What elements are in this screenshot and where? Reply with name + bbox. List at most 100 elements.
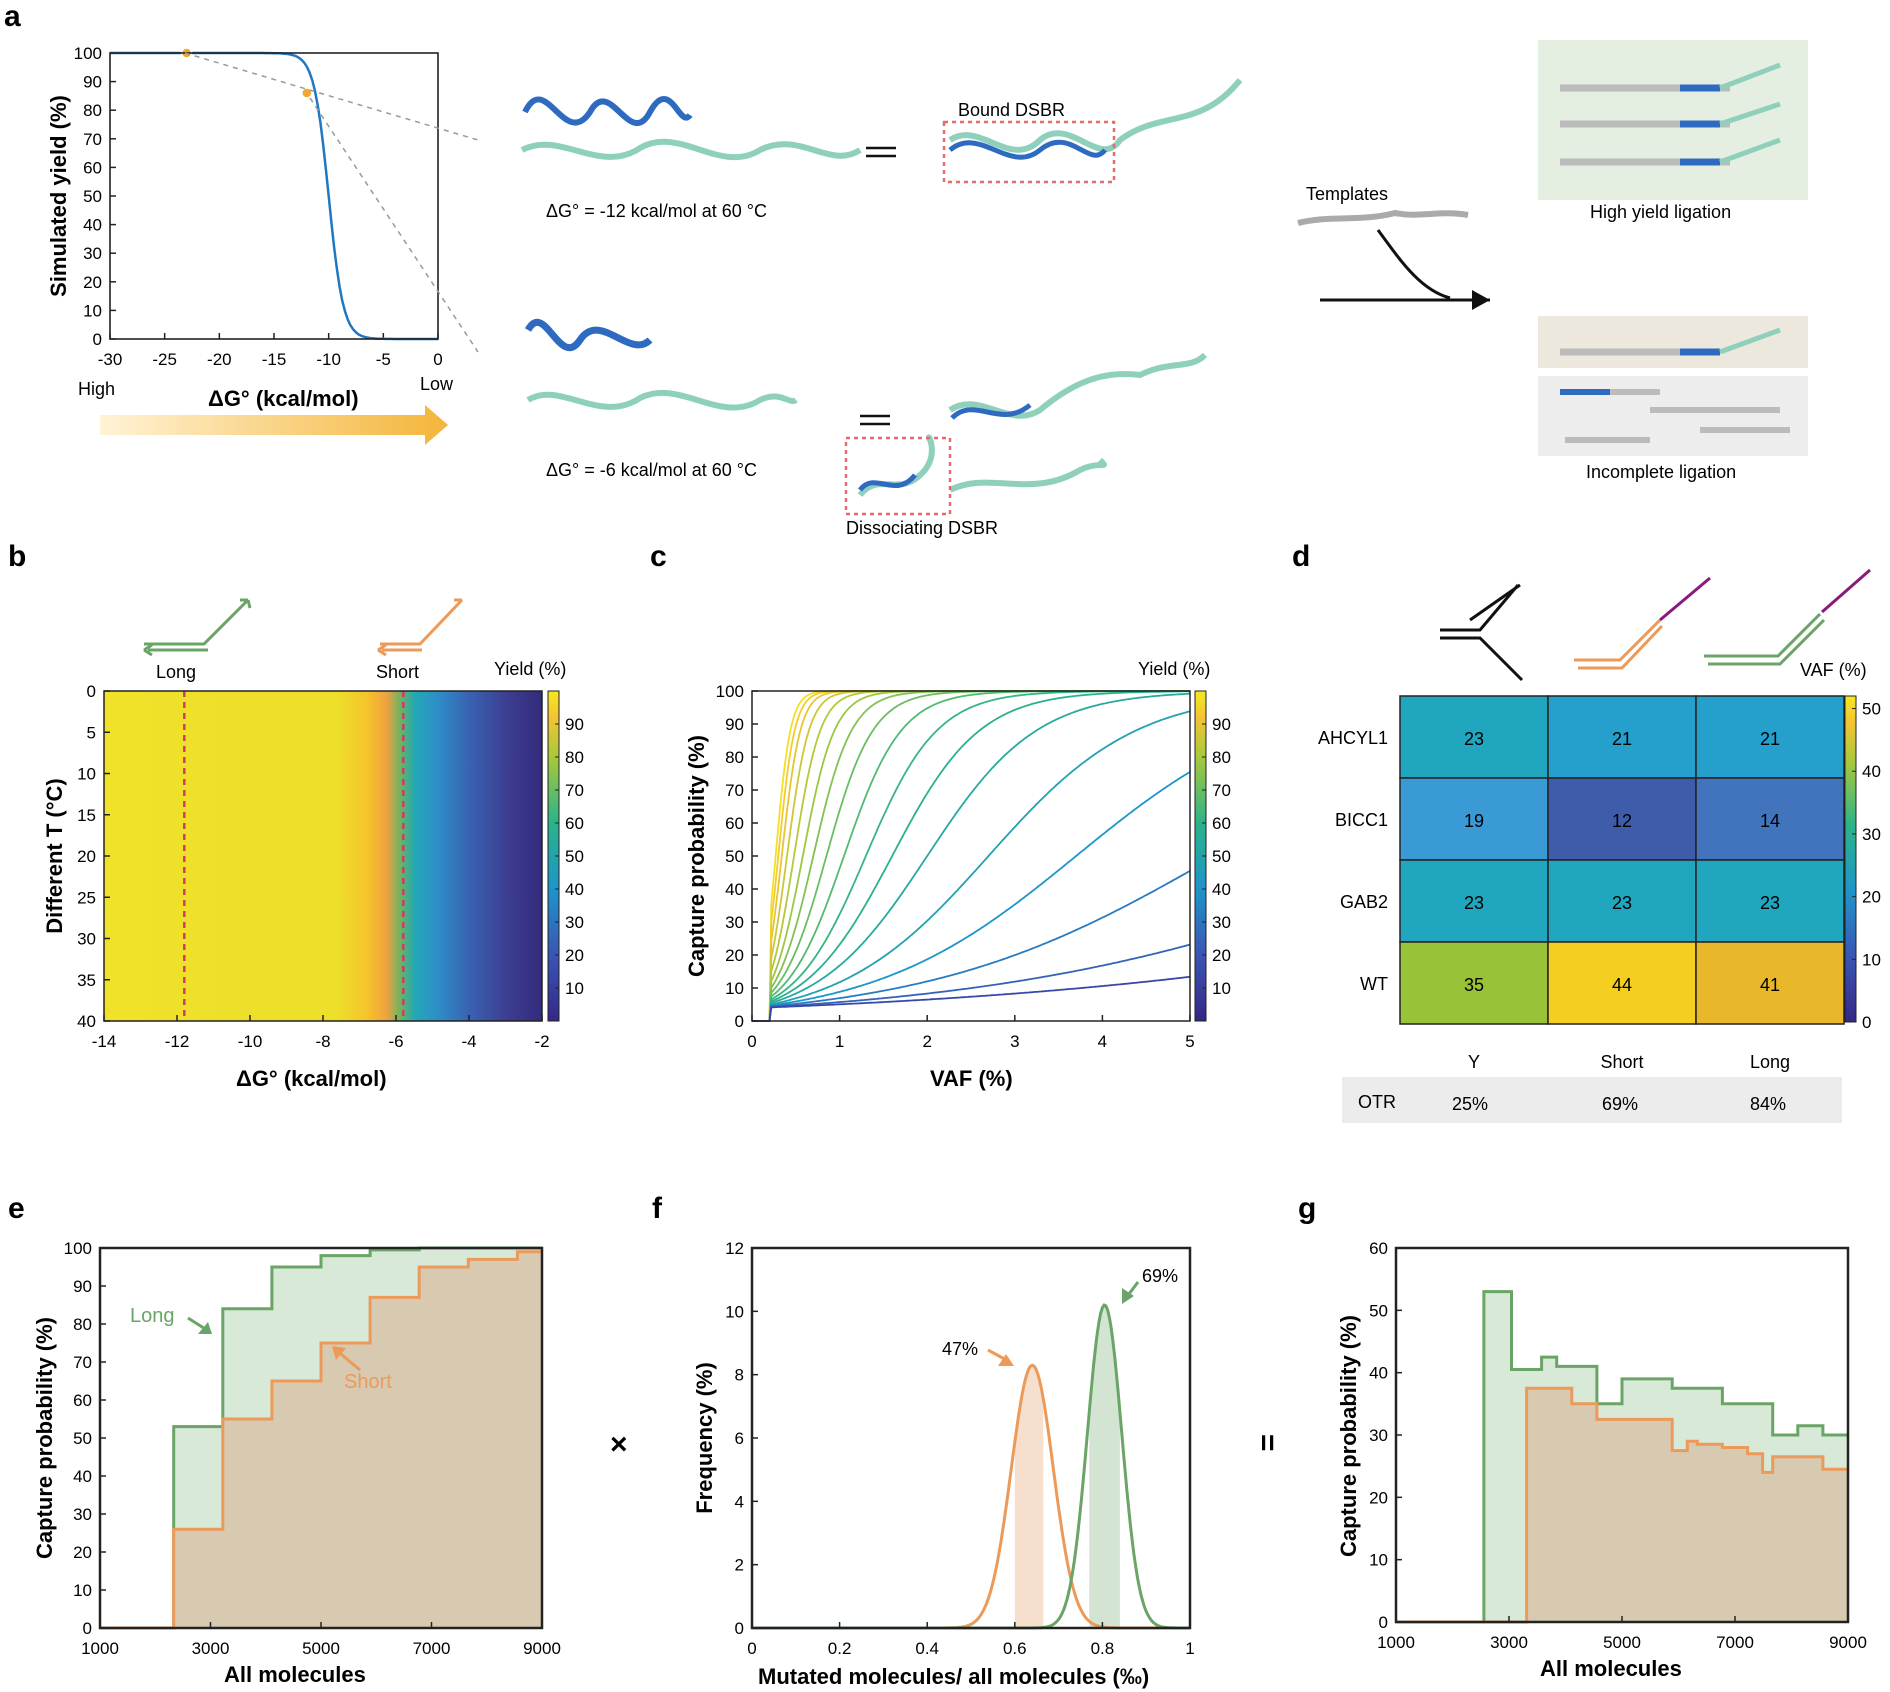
gradient-arrow xyxy=(100,405,448,445)
low-label: Low xyxy=(420,374,454,394)
times-symbol: × xyxy=(610,1428,628,1461)
d-colorbar xyxy=(1844,695,1857,1023)
y-tick-label: 30 xyxy=(77,930,96,949)
dna-strand xyxy=(948,78,1243,153)
panel-label-b: b xyxy=(8,540,26,573)
y-tick-label: 30 xyxy=(725,913,744,932)
y-tick-label: 60 xyxy=(83,158,102,177)
x-tick-label: 1 xyxy=(835,1032,844,1051)
dna-strand xyxy=(522,96,693,126)
cell-value: 14 xyxy=(1760,811,1780,831)
colorbar-tick-label: 80 xyxy=(565,748,584,767)
dg1-label: ΔG° = -12 kcal/mol at 60 °C xyxy=(546,201,767,221)
cell-value: 41 xyxy=(1760,975,1780,995)
a-xlabel: ΔG° (kcal/mol) xyxy=(208,386,359,411)
capture-curve xyxy=(752,690,1190,1022)
long-probe-arrow-icon xyxy=(240,598,252,609)
dna-strand xyxy=(948,352,1208,419)
heat-cell xyxy=(1547,695,1697,779)
capture-curve xyxy=(752,710,1191,1022)
colorbar-tick-label: 60 xyxy=(565,814,584,833)
colorbar-tick-label: 70 xyxy=(1212,781,1231,800)
otr-row xyxy=(1342,1077,1842,1123)
g-xlabel: All molecules xyxy=(1540,1656,1682,1681)
plot-frame xyxy=(750,1246,1192,1630)
equals-symbol: = xyxy=(1251,1434,1284,1452)
f-short-arrowhead-icon xyxy=(998,1354,1014,1366)
colorbar-tick-label: 50 xyxy=(1212,847,1231,866)
y-tick-label: 100 xyxy=(74,44,102,63)
long-adapter-tail-icon xyxy=(1821,568,1871,614)
x-tick-label: -8 xyxy=(315,1032,330,1051)
short-probe-arrow-icon xyxy=(377,598,462,657)
short-probe-icon xyxy=(380,598,464,652)
x-tick-label: -25 xyxy=(152,350,177,369)
x-tick-label: 3 xyxy=(1010,1032,1019,1051)
y-tick-label: 90 xyxy=(83,73,102,92)
y-tick-label: 25 xyxy=(77,888,96,907)
zoom-line xyxy=(309,97,479,353)
y-tick-label: 40 xyxy=(77,1012,96,1031)
dna-strand xyxy=(858,473,917,492)
step-line-long xyxy=(1396,1290,1848,1624)
colorbar-tick-label: 30 xyxy=(1862,825,1881,844)
y-tick-label: 80 xyxy=(83,101,102,120)
cell-value: 23 xyxy=(1760,893,1780,913)
x-tick-label: 0.8 xyxy=(1091,1639,1115,1658)
dna-strand xyxy=(950,402,1032,420)
y-tick-label: 0 xyxy=(83,1619,92,1638)
ligated-dna-blue xyxy=(1680,84,1720,166)
y-tick-label: 40 xyxy=(73,1467,92,1486)
y-tick-label: 10 xyxy=(725,1302,744,1321)
x-tick-label: -20 xyxy=(207,350,232,369)
x-tick-label: 0 xyxy=(747,1032,756,1051)
y-tick-label: 0 xyxy=(735,1619,744,1638)
colorbar-tick-label: 40 xyxy=(1212,880,1231,899)
x-tick-label: 1000 xyxy=(1377,1633,1415,1652)
y-tick-label: 0 xyxy=(735,1012,744,1031)
x-tick-label: 3000 xyxy=(192,1639,230,1658)
x-tick-label: 5000 xyxy=(1603,1633,1641,1652)
y-tick-label: 80 xyxy=(73,1315,92,1334)
panel-label-e: e xyxy=(8,1192,25,1225)
x-tick-label: 1000 xyxy=(81,1639,119,1658)
arrow-head xyxy=(1472,290,1490,310)
step-line-short xyxy=(1396,1386,1848,1624)
y-tick-label: 40 xyxy=(725,880,744,899)
x-tick-label: 7000 xyxy=(1716,1633,1754,1652)
y-tick-label: 20 xyxy=(1369,1488,1388,1507)
otr-short: 69% xyxy=(1602,1094,1638,1114)
y-tick-label: 50 xyxy=(73,1429,92,1448)
f-xlabel: Mutated molecules/ all molecules (‰) xyxy=(758,1664,1149,1689)
column-label: Short xyxy=(1600,1052,1643,1072)
y-tick-label: 0 xyxy=(87,682,96,701)
f-short-pct: 47% xyxy=(942,1339,978,1359)
y-tick-label: 12 xyxy=(725,1239,744,1258)
long-probe-icon xyxy=(144,598,250,652)
cell-value: 23 xyxy=(1464,729,1484,749)
highlight-point xyxy=(301,87,313,99)
row-label: GAB2 xyxy=(1340,892,1388,912)
y-adapter-icon xyxy=(1440,583,1524,682)
colorbar-tick-label: 60 xyxy=(1212,814,1231,833)
step-area-short xyxy=(1396,1388,1848,1622)
e-ylabel: Capture probability (%) xyxy=(32,1317,57,1559)
y-tick-label: 70 xyxy=(83,130,102,149)
reaction-arrow-curve xyxy=(1376,229,1451,300)
short-adapter-icon xyxy=(1574,618,1664,670)
long-label: Long xyxy=(156,662,196,682)
long-adapter-icon xyxy=(1704,612,1826,666)
x-tick-label: -12 xyxy=(165,1032,190,1051)
otr-y: 25% xyxy=(1452,1094,1488,1114)
x-tick-label: -10 xyxy=(238,1032,263,1051)
colorbar-tick-label: 40 xyxy=(1862,762,1881,781)
high-yield-box xyxy=(1538,40,1808,200)
heatmap-field xyxy=(104,691,542,1021)
ligated-dna-tail xyxy=(1719,327,1781,355)
template-dna xyxy=(1297,209,1469,226)
row-label: AHCYL1 xyxy=(1318,728,1388,748)
templates-label: Templates xyxy=(1306,184,1388,204)
colorbar-tick-label: 70 xyxy=(565,781,584,800)
capture-curve xyxy=(752,870,1191,1022)
y-tick-label: 20 xyxy=(73,1543,92,1562)
